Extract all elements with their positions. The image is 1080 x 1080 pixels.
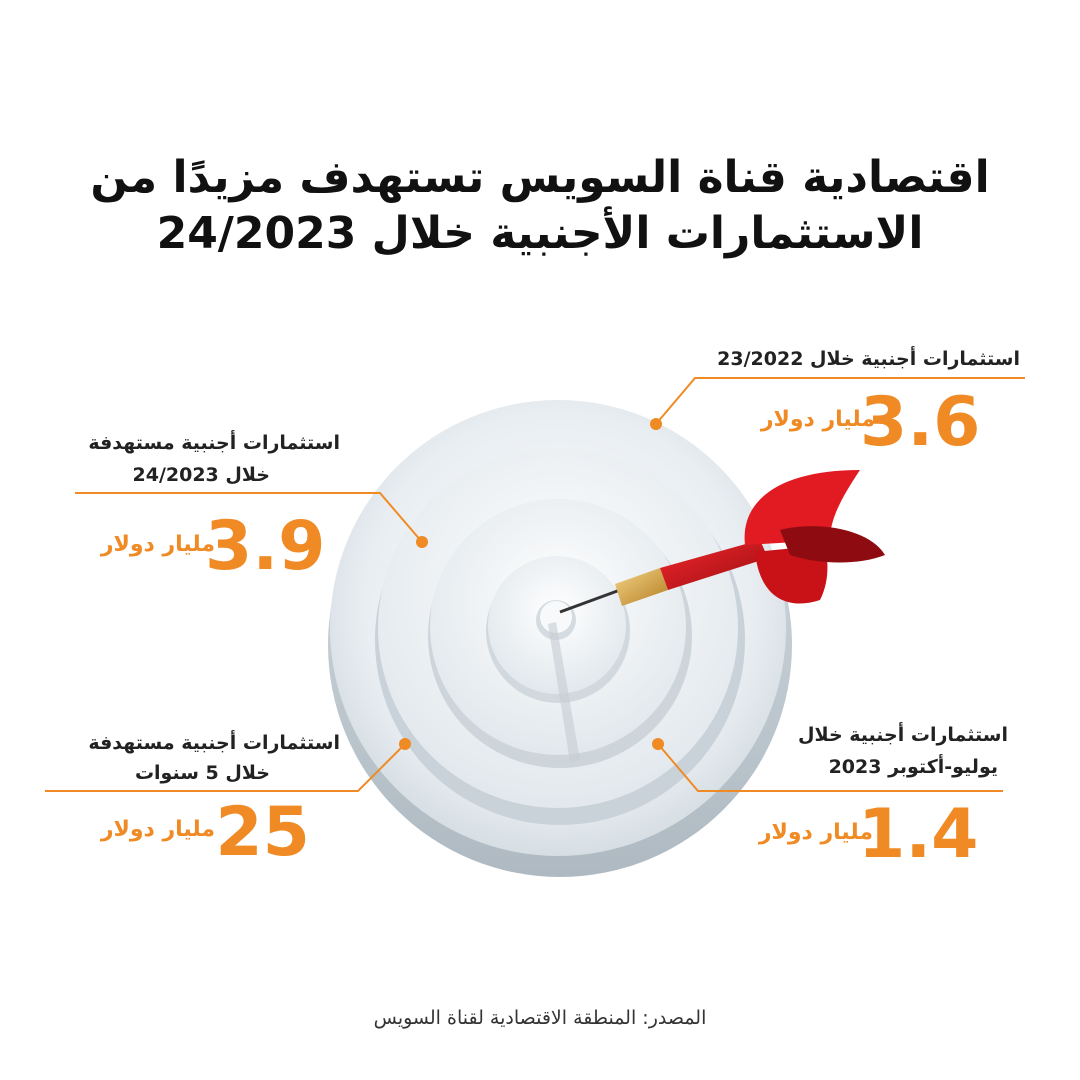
callout-value: 1.4 — [858, 795, 979, 874]
marker-dot — [650, 418, 662, 430]
callout-unit: مليار دولار — [760, 407, 875, 432]
dart-icon — [559, 470, 885, 614]
marker-dot — [399, 738, 411, 750]
callout-value: 3.9 — [205, 507, 326, 586]
callout-label: استثمارات أجنبية مستهدفة — [88, 432, 340, 454]
callout-label: خلال 5 سنوات — [134, 762, 270, 784]
target-board-icon — [328, 400, 792, 877]
callout-label: استثمارات أجنبية خلال — [798, 724, 1008, 746]
marker-dot — [652, 738, 664, 750]
title-line-2: الاستثمارات الأجنبية خلال 24/2023 — [156, 208, 924, 259]
callout-unit: مليار دولار — [758, 820, 873, 845]
connector-bottom-right — [657, 743, 1003, 792]
callout-unit: مليار دولار — [100, 532, 215, 557]
callout-label: يوليو-أكتوبر 2023 — [828, 756, 998, 778]
source-note: المصدر: المنطقة الاقتصادية لقناة السويس — [373, 1007, 707, 1029]
callout-label: استثمارات أجنبية مستهدفة — [88, 732, 340, 754]
connector-bottom-left — [45, 743, 406, 792]
connector-top-left — [75, 492, 423, 543]
title-line-1: اقتصادية قناة السويس تستهدف مزيدًا من — [90, 152, 990, 203]
callout-label: خلال 24/2023 — [132, 464, 271, 486]
callout-unit: مليار دولار — [100, 817, 215, 842]
callout-value: 3.6 — [860, 383, 981, 462]
callout-value: 25 — [215, 793, 310, 872]
connector-top-right — [655, 377, 1025, 425]
marker-dot — [416, 536, 428, 548]
callout-label: استثمارات أجنبية خلال 23/2022 — [717, 348, 1020, 370]
